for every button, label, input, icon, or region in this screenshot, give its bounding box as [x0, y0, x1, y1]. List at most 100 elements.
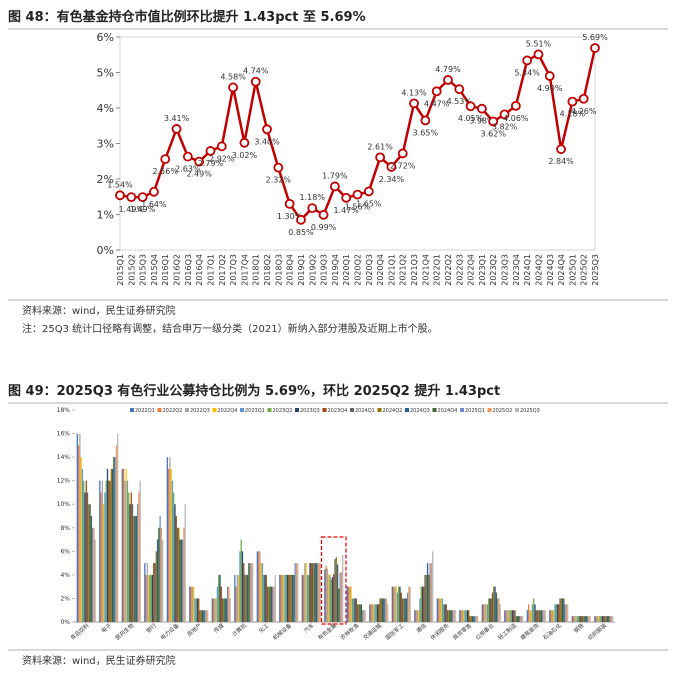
data-label: 4.13%	[401, 88, 427, 97]
bar	[381, 598, 384, 622]
bar	[445, 604, 447, 622]
bar	[610, 616, 613, 622]
bar	[425, 574, 427, 622]
bar	[184, 504, 186, 622]
bar	[274, 574, 276, 622]
bar	[223, 598, 225, 622]
data-label: 3.65%	[413, 128, 439, 137]
bar	[440, 598, 442, 622]
data-point	[171, 124, 182, 134]
bar	[115, 445, 118, 622]
data-label: 2.92%	[209, 154, 235, 163]
data-label: 3.62%	[481, 129, 507, 138]
bar	[470, 616, 472, 622]
data-label: 3.40%	[254, 137, 280, 146]
bar	[239, 551, 241, 622]
y-tick-label: 5%	[97, 67, 114, 80]
bar	[154, 563, 156, 622]
bar	[351, 598, 354, 622]
bar	[477, 616, 479, 622]
bar	[416, 610, 419, 622]
bar	[606, 616, 609, 622]
bar	[81, 468, 84, 622]
data-label: 4.05%	[458, 114, 484, 123]
bar	[394, 586, 396, 622]
data-point	[182, 151, 193, 162]
data-label: 4.74%	[243, 67, 269, 76]
bar	[511, 610, 514, 622]
data-point	[431, 86, 442, 97]
bar	[318, 563, 320, 622]
legend-label: 2024Q3	[410, 408, 430, 414]
bar	[459, 610, 461, 622]
bar	[88, 504, 90, 622]
bar	[575, 616, 577, 622]
data-label: 3.02%	[232, 151, 258, 160]
data-label: 1.30%	[277, 212, 303, 221]
bar	[214, 598, 216, 622]
x-tick-label: 机械设备	[271, 621, 293, 642]
y-tick-label: 4%	[97, 102, 114, 115]
data-label: 4.58%	[220, 72, 246, 81]
bar	[326, 568, 329, 622]
legend-swatch	[295, 408, 299, 412]
bar	[94, 539, 96, 622]
x-tick-label: 传媒	[212, 621, 226, 635]
data-point	[160, 154, 171, 165]
legend-swatch	[460, 408, 464, 412]
data-label: 2.49%	[186, 170, 212, 179]
bar	[156, 539, 159, 622]
bar	[104, 492, 106, 622]
bar	[212, 598, 215, 622]
x-tick-label: 计算机	[230, 621, 248, 638]
data-point	[567, 96, 578, 107]
bar	[463, 610, 465, 622]
data-label: 2.34%	[379, 175, 405, 184]
bar	[220, 586, 222, 622]
bar	[109, 480, 111, 622]
bar	[146, 563, 149, 622]
bar	[162, 539, 164, 622]
bar	[601, 616, 604, 622]
bar	[405, 598, 407, 622]
bar	[256, 551, 258, 622]
y-tick-label: 18%	[57, 407, 71, 414]
bar	[556, 604, 559, 622]
bar	[387, 604, 389, 622]
data-label: 2.61%	[367, 142, 393, 151]
legend-swatch	[267, 408, 272, 412]
bar	[266, 586, 269, 622]
bar	[269, 586, 271, 622]
bar	[333, 574, 335, 622]
bar	[564, 604, 566, 622]
bar	[240, 539, 242, 622]
data-point	[205, 146, 216, 156]
data-point	[409, 98, 419, 109]
bar	[215, 598, 217, 622]
data-label: 4.06%	[503, 114, 529, 123]
bar	[125, 468, 127, 622]
data-label: 3.41%	[164, 114, 190, 123]
data-point	[533, 49, 544, 60]
bar	[426, 563, 429, 622]
bar	[474, 616, 476, 622]
data-label: 3.82%	[492, 122, 518, 131]
bar	[531, 604, 534, 622]
bar	[580, 616, 582, 622]
y-tick-label: 14%	[57, 454, 71, 461]
legend-swatch	[212, 408, 217, 412]
x-tick-label: 汽车	[302, 621, 316, 635]
x-tick-label: 2017Q1	[206, 254, 215, 286]
x-tick-label: 2023Q2	[489, 254, 498, 286]
bar	[189, 586, 191, 622]
source: 资料来源：wind，民生证券研究院	[22, 654, 176, 667]
bar	[241, 551, 244, 622]
bar	[129, 504, 131, 622]
data-label: 0.85%	[288, 228, 314, 237]
data-point	[488, 116, 499, 127]
y-tick-label: 8%	[60, 525, 70, 532]
data-label: 4.90%	[537, 84, 563, 93]
data-point	[386, 162, 397, 172]
bar	[421, 586, 424, 622]
legend-swatch	[185, 408, 189, 412]
